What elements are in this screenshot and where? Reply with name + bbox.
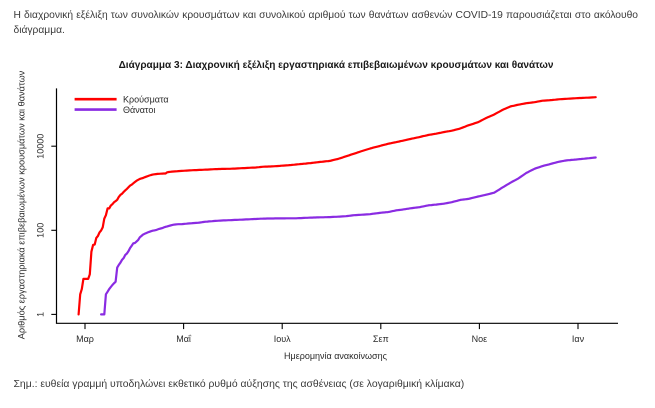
svg-text:Ιουλ: Ιουλ (274, 334, 291, 344)
svg-text:Θάνατοι: Θάνατοι (123, 105, 155, 115)
svg-text:Ιαν: Ιαν (572, 334, 585, 344)
svg-text:Σεπ: Σεπ (373, 334, 389, 344)
svg-text:10000: 10000 (36, 134, 46, 159)
svg-text:Κρούσματα: Κρούσματα (123, 94, 169, 104)
svg-text:Ημερομηνία ανακοίνωσης: Ημερομηνία ανακοίνωσης (284, 351, 388, 361)
svg-text:Νοε: Νοε (472, 334, 488, 344)
svg-text:100: 100 (36, 223, 46, 238)
svg-text:Αριθμός εργαστηριακά επιβεβαιω: Αριθμός εργαστηριακά επιβεβαιωμένων κρου… (17, 70, 27, 339)
svg-text:1: 1 (36, 312, 46, 317)
svg-text:Μαΐ: Μαΐ (176, 334, 192, 344)
svg-text:Μαρ: Μαρ (76, 334, 94, 344)
